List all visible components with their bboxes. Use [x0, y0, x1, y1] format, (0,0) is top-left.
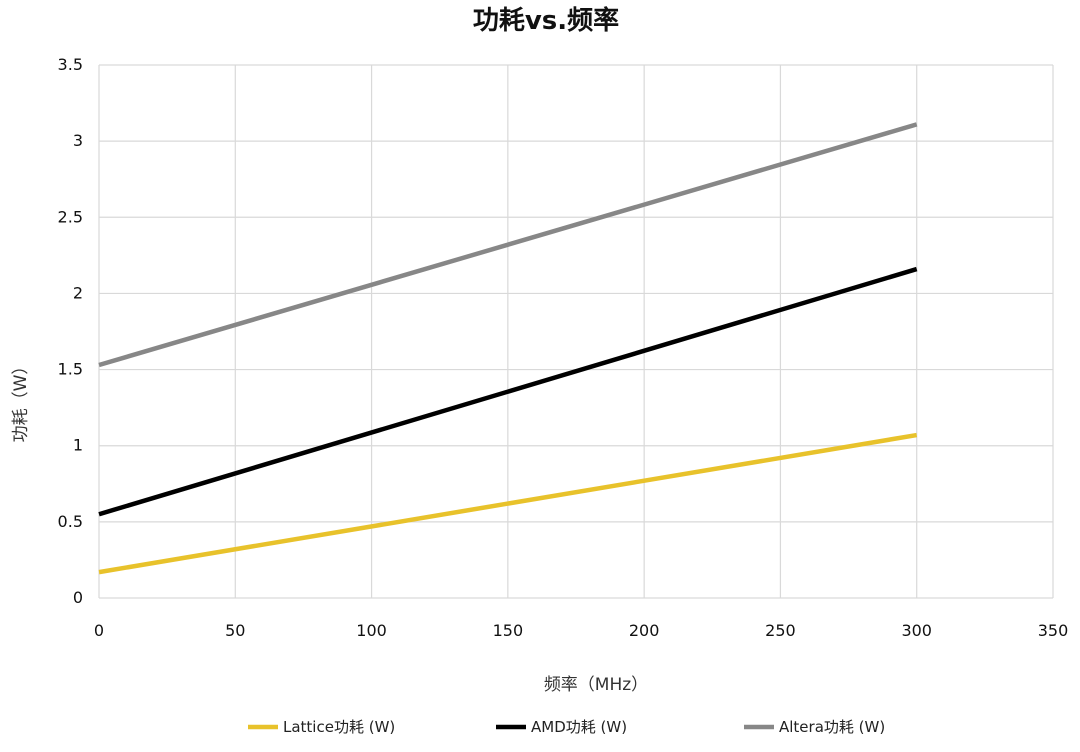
x-axis-ticks: 0 50 100 150 200 250 300 350 [94, 621, 1068, 640]
y-tick-label: 2.5 [58, 207, 83, 226]
y-tick-label: 3.5 [58, 55, 83, 74]
grid-layer [98, 64, 1054, 599]
series-layer [98, 122, 918, 575]
x-tick-label: 200 [629, 621, 660, 640]
x-tick-label: 150 [493, 621, 524, 640]
legend-label: Altera功耗 (W) [779, 718, 885, 736]
x-axis-label: 频率（MHz） [544, 675, 648, 695]
chart-title: 功耗vs.频率 [473, 5, 619, 36]
series-line-2 [98, 122, 918, 368]
y-tick-label: 1.5 [58, 360, 83, 379]
legend-label: Lattice功耗 (W) [283, 718, 395, 736]
legend-label: AMD功耗 (W) [531, 718, 627, 736]
y-tick-label: 3 [73, 131, 83, 150]
y-tick-label: 0.5 [58, 512, 83, 531]
series-line-0 [98, 432, 918, 575]
x-tick-label: 350 [1038, 621, 1069, 640]
y-axis-label: 功耗（W） [11, 358, 31, 443]
x-tick-label: 0 [94, 621, 104, 640]
y-axis-ticks: 0 0.5 1 1.5 2 2.5 3 3.5 [58, 55, 83, 607]
y-tick-label: 1 [73, 436, 83, 455]
series-line-1 [98, 266, 918, 517]
x-tick-label: 50 [225, 621, 245, 640]
y-tick-label: 2 [73, 283, 83, 302]
x-tick-label: 300 [901, 621, 932, 640]
x-tick-label: 100 [356, 621, 387, 640]
legend: Lattice功耗 (W) AMD功耗 (W) Altera功耗 (W) [248, 718, 885, 736]
x-tick-label: 250 [765, 621, 796, 640]
y-tick-label: 0 [73, 588, 83, 607]
